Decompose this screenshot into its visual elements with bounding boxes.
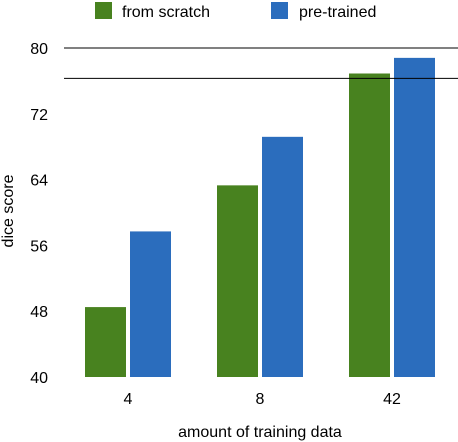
x-axis-ticks: 4 8 42 [124, 391, 401, 408]
bar-from-scratch-42 [349, 73, 390, 377]
y-axis-ticks: 40 48 56 64 72 80 [30, 41, 48, 387]
x-tick-label-8: 8 [256, 391, 265, 408]
bar-from-scratch-4 [85, 307, 126, 377]
reference-lines [64, 47, 458, 79]
y-tick-label-64: 64 [30, 173, 48, 190]
y-tick-label-48: 48 [30, 304, 48, 321]
y-tick-label-80: 80 [30, 41, 48, 58]
x-axis-title: amount of training data [178, 424, 342, 441]
x-tick-label-4: 4 [124, 391, 133, 408]
bar-pre-trained-4 [130, 231, 171, 377]
y-tick-label-56: 56 [30, 238, 48, 255]
x-tick-label-42: 42 [383, 391, 401, 408]
legend-swatch-pre-trained [271, 2, 288, 19]
bar-from-scratch-8 [217, 185, 258, 377]
y-tick-label-72: 72 [30, 107, 48, 124]
legend-swatch-from-scratch [95, 2, 112, 19]
bar-pre-trained-8 [262, 136, 303, 377]
legend-label-from-scratch: from scratch [122, 4, 210, 21]
legend: from scratch pre-trained [95, 2, 376, 21]
y-axis-title: dice score [0, 174, 17, 247]
legend-label-pre-trained: pre-trained [299, 4, 376, 21]
bar-pre-trained-42 [394, 57, 435, 378]
y-tick-label-40: 40 [30, 370, 48, 387]
bars-group [85, 57, 435, 378]
